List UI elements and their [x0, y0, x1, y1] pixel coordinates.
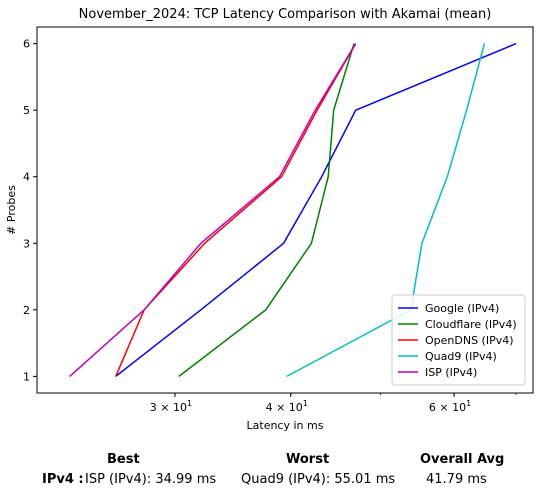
legend-label-5: ISP (IPv4): [425, 366, 477, 379]
worst-header: Worst: [286, 452, 330, 467]
y-tick-label: 2: [23, 304, 30, 317]
x-axis-label: Latency in ms: [247, 419, 324, 432]
ipv4-row-label: IPv4 :: [42, 472, 84, 487]
y-tick-label: 4: [23, 171, 30, 184]
y-axis-label: # Probes: [5, 185, 18, 235]
legend-label-2: Cloudflare (IPv4): [425, 318, 517, 331]
series-line-2: [178, 43, 355, 377]
x-tick-label: 6 × 101: [429, 399, 471, 414]
series-line-1: [115, 42, 517, 377]
y-tick-label: 1: [23, 370, 30, 383]
legend-label-3: OpenDNS (IPv4): [425, 334, 514, 347]
y-tick-label: 5: [23, 104, 30, 117]
series-line-5: [69, 43, 357, 377]
overall-avg-header: Overall Avg: [420, 452, 505, 467]
series-line-4: [286, 43, 486, 378]
x-tick-label: 3 × 101: [150, 399, 192, 414]
legend: Google (IPv4) Cloudflare (IPv4) OpenDNS (I…: [391, 294, 526, 386]
legend-label-4: Quad9 (IPv4): [425, 350, 497, 363]
worst-value: Quad9 (IPv4): 55.01 ms: [241, 472, 396, 487]
series-line-3: [115, 43, 357, 377]
y-tick-label: 6: [23, 38, 30, 51]
legend-box: [391, 294, 526, 386]
x-tick-label: 4 × 101: [266, 399, 308, 414]
best-header: Best: [107, 452, 140, 467]
plot-frame: [36, 26, 534, 394]
best-value: ISP (IPv4): 34.99 ms: [85, 472, 217, 487]
y-tick-label: 3: [23, 237, 30, 250]
chart-title: November_2024: TCP Latency Comparison wi…: [79, 7, 492, 22]
latency-chart: November_2024: TCP Latency Comparison wi…: [5, 7, 534, 432]
overall-avg-value: 41.79 ms: [426, 472, 487, 487]
legend-label-1: Google (IPv4): [425, 302, 499, 315]
